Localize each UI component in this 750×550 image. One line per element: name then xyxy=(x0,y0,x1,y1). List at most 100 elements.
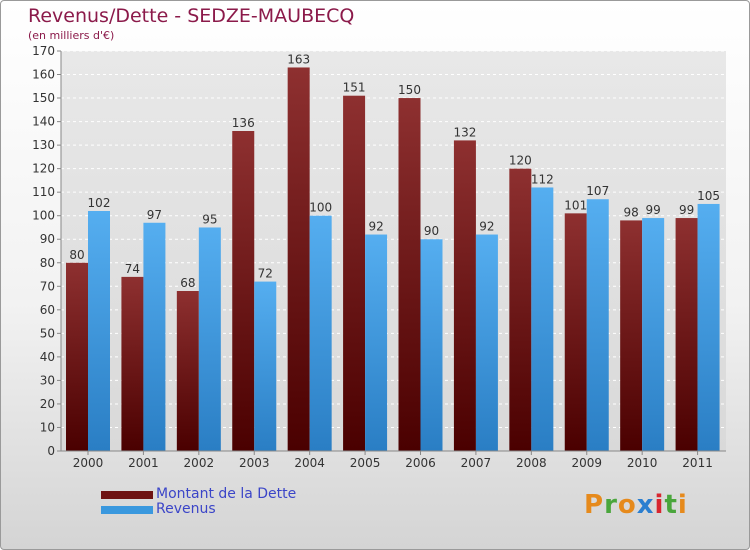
x-tick-label: 2009 xyxy=(571,456,602,470)
x-tick-label: 2002 xyxy=(184,456,215,470)
bar-debt-2000 xyxy=(66,262,88,451)
bar-revenus-2007 xyxy=(475,234,498,451)
bar-revenus-2010 xyxy=(642,218,665,451)
x-tick-label: 2008 xyxy=(516,456,547,470)
data-label-revenus-2006: 90 xyxy=(424,224,439,238)
logo-letter: i xyxy=(677,490,688,520)
y-tick-label: 60 xyxy=(40,303,55,317)
x-tick-label: 2003 xyxy=(239,456,270,470)
bar-debt-2004 xyxy=(287,67,310,452)
x-tick-label: 2000 xyxy=(73,456,104,470)
y-tick-label: 40 xyxy=(40,350,55,364)
data-label-debt-2005: 151 xyxy=(343,81,366,95)
data-label-revenus-2001: 97 xyxy=(147,208,162,222)
y-tick-label: 170 xyxy=(32,44,55,58)
bar-debt-2009 xyxy=(564,213,587,451)
bar-debt-2007 xyxy=(453,140,476,452)
logo-letter: P xyxy=(584,490,605,520)
y-tick-label: 0 xyxy=(47,444,55,458)
bar-debt-2003 xyxy=(232,131,255,451)
data-label-revenus-2011: 105 xyxy=(697,189,720,203)
data-label-revenus-2004: 100 xyxy=(309,201,332,215)
bar-revenus-2003 xyxy=(254,281,277,451)
data-label-debt-2009: 101 xyxy=(564,198,587,212)
x-axis-ticks: 2000 2001 2002 2003 2004 2005 2006 2007 2008 2009… xyxy=(73,451,713,470)
bar-revenus-2011 xyxy=(697,203,720,451)
data-label-revenus-2007: 92 xyxy=(479,220,494,234)
bar-debt-2005 xyxy=(343,95,366,452)
y-tick-label: 130 xyxy=(32,138,55,152)
data-label-debt-2011: 99 xyxy=(679,203,694,217)
y-tick-label: 50 xyxy=(40,326,55,340)
bar-revenus-2004 xyxy=(309,215,332,451)
logo-letter: t xyxy=(664,490,678,520)
bar-debt-2002 xyxy=(176,291,199,451)
chart-title: Revenus/Dette - SEDZE-MAUBECQ xyxy=(28,5,355,27)
y-tick-label: 110 xyxy=(32,185,55,199)
data-labels: 80 102 74 97 68 95 136 72 163 100 151 92 150 90 132 92 1… xyxy=(69,52,720,290)
data-label-debt-2004: 163 xyxy=(287,52,310,66)
gridlines xyxy=(61,50,726,428)
y-tick-label: 100 xyxy=(32,209,55,223)
y-tick-label: 10 xyxy=(40,420,55,434)
logo-letter: o xyxy=(617,490,637,520)
x-tick-label: 2004 xyxy=(294,456,325,470)
data-label-revenus-2003: 72 xyxy=(258,267,273,281)
x-tick-label: 2001 xyxy=(128,456,159,470)
x-tick-label: 2005 xyxy=(350,456,381,470)
data-label-debt-2000: 80 xyxy=(69,248,84,262)
bar-revenus-2006 xyxy=(420,239,443,451)
y-tick-label: 20 xyxy=(40,397,55,411)
data-label-debt-2003: 136 xyxy=(232,116,255,130)
y-tick-label: 120 xyxy=(32,162,55,176)
data-label-debt-2010: 98 xyxy=(624,205,639,219)
data-label-revenus-2008: 112 xyxy=(531,172,554,186)
data-label-debt-2008: 120 xyxy=(509,154,532,168)
x-tick-label: 2011 xyxy=(682,456,713,470)
bars xyxy=(66,67,720,452)
bar-revenus-2005 xyxy=(365,234,388,451)
data-label-revenus-2002: 95 xyxy=(202,212,217,226)
y-tick-label: 140 xyxy=(32,115,55,129)
bar-revenus-2009 xyxy=(586,199,609,451)
y-tick-label: 30 xyxy=(40,373,55,387)
y-tick-label: 160 xyxy=(32,68,55,82)
data-label-debt-2007: 132 xyxy=(453,125,476,139)
x-tick-label: 2007 xyxy=(461,456,492,470)
legend-swatch-revenus xyxy=(101,506,153,514)
logo-letter: r xyxy=(604,490,618,520)
data-label-revenus-2000: 102 xyxy=(88,196,111,210)
bar-debt-2001 xyxy=(121,276,144,451)
legend-label-debt: Montant de la Dette xyxy=(156,486,297,502)
data-label-revenus-2010: 99 xyxy=(646,203,661,217)
legend-swatch-debt xyxy=(101,491,153,499)
x-tick-label: 2006 xyxy=(405,456,436,470)
bar-revenus-2008 xyxy=(531,187,554,451)
bar-debt-2010 xyxy=(620,220,643,451)
legend-label-revenus: Revenus xyxy=(156,501,216,517)
data-label-debt-2002: 68 xyxy=(180,276,195,290)
y-tick-label: 80 xyxy=(40,256,55,270)
chart-subtitle: (en milliers d'€) xyxy=(28,29,115,42)
logo-letter: x xyxy=(636,490,655,520)
y-tick-label: 150 xyxy=(32,91,55,105)
data-label-debt-2001: 74 xyxy=(125,262,140,276)
bar-revenus-2000 xyxy=(88,211,110,451)
y-tick-label: 90 xyxy=(40,232,55,246)
data-label-revenus-2005: 92 xyxy=(368,220,383,234)
bar-revenus-2002 xyxy=(198,227,221,451)
y-tick-label: 70 xyxy=(40,279,55,293)
proxiti-logo: Proxiti xyxy=(584,490,688,520)
bar-debt-2008 xyxy=(509,168,532,451)
data-label-debt-2006: 150 xyxy=(398,83,421,97)
bar-revenus-2001 xyxy=(143,222,166,451)
data-label-revenus-2009: 107 xyxy=(586,184,609,198)
logo-letter: i xyxy=(654,490,665,520)
bar-debt-2011 xyxy=(675,218,698,451)
x-tick-label: 2010 xyxy=(627,456,658,470)
bar-debt-2006 xyxy=(398,98,421,451)
y-axis-ticks: 0 10 20 30 40 50 60 70 80 90 100 110 120 130 140 150 160… xyxy=(32,44,61,458)
plot-background xyxy=(61,51,726,451)
